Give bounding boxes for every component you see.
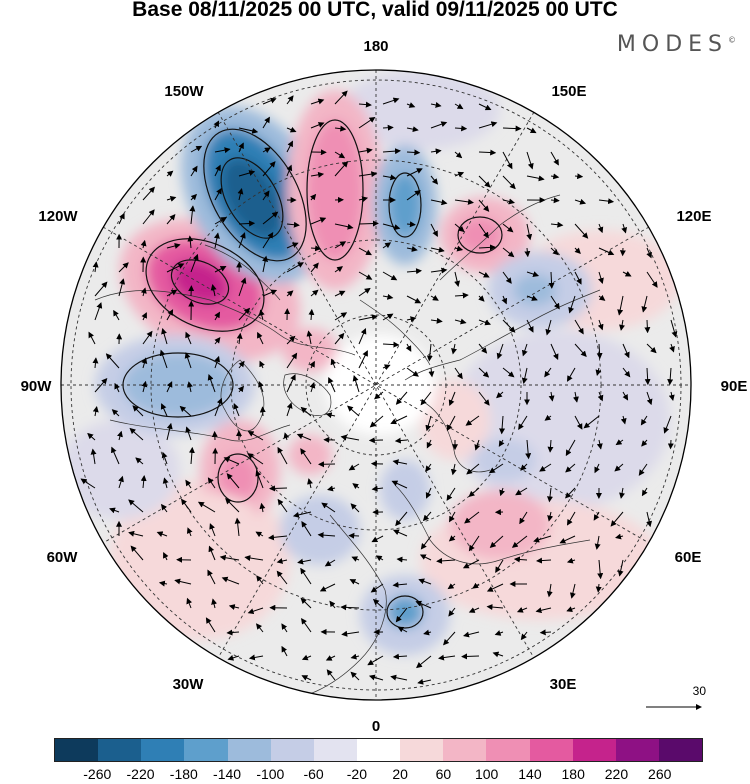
colorbar-tick-label: 220 [605,766,628,782]
wind-arrow-icon [455,128,466,129]
wind-arrow-icon [407,224,415,225]
wind-arrow-icon [263,407,264,416]
colorbar-tick-label: 180 [562,766,585,782]
lon-label-30e: 30E [550,676,577,693]
colorbar-tick-label: -180 [170,766,198,782]
wind-arrow-icon [349,536,359,537]
wind-arrow-icon [370,440,383,441]
colorbar-tick-label: -140 [213,766,241,782]
colorbar-tick-label: 260 [648,766,671,782]
lon-label-120e: 120E [676,208,711,225]
lon-label-150e: 150E [551,83,586,100]
colorbar-swatch [314,739,357,761]
wind-arrow-icon [359,223,378,224]
colorbar-swatch [357,739,400,761]
lon-label-90w: 90W [21,378,53,395]
wind-reference-value: 30 [693,684,706,698]
lon-label-180: 180 [363,38,388,55]
lon-label-90e: 90E [721,378,748,395]
wind-arrow-icon [270,488,287,489]
wind-arrow-icon [551,200,559,201]
wind-arrow-icon [407,152,419,153]
colorbar-swatch [659,739,702,761]
colorbar-swatch [55,739,98,761]
colorbar-swatch [616,739,659,761]
colorbar-swatch [98,739,141,761]
colorbar-swatch [141,739,184,761]
lon-label-60e: 60E [675,549,702,566]
lon-label-120w: 120W [38,208,78,225]
wind-arrow-icon [541,632,551,633]
colorbar-tick-label: 20 [392,766,408,782]
colorbar-tick-label: 140 [518,766,541,782]
colorbar-swatch [486,739,529,761]
colorbar-tick-label: 100 [475,766,498,782]
colorbar-swatch [573,739,616,761]
wind-arrow-icon [462,656,479,657]
colorbar-swatch [228,739,271,761]
wind-arrow-icon [671,440,672,448]
polar-stereographic-map: 180 0 90W 90E 150W 120W 150E 120E 60W 30… [0,0,750,738]
colorbar-swatch [400,739,443,761]
colorbar-tick-label: -260 [83,766,111,782]
colorbar-ticks: -260 -220 -180 -140 -100 -60 -20 20 60 100 140 180 2… [0,766,750,784]
wind-arrow-icon [575,176,582,177]
colorbar-tick-label: 60 [436,766,452,782]
colorbar-swatch [271,739,314,761]
colorbar-tick-label: -60 [303,766,323,782]
colorbar-tick-label: -220 [127,766,155,782]
wind-arrow-icon [383,127,393,128]
wind-arrow-icon [503,128,521,129]
lon-label-150w: 150W [164,83,204,100]
lon-label-30w: 30W [173,676,205,693]
colorbar [54,738,703,762]
colorbar-swatch [184,739,227,761]
lon-label-0: 0 [372,718,380,735]
colorbar-swatch [443,739,486,761]
anomaly-field [60,70,692,702]
wind-arrow-icon [647,320,648,332]
colorbar-swatch [530,739,573,761]
colorbar-tick-label: -100 [256,766,284,782]
lon-label-60w: 60W [47,549,79,566]
colorbar-tick-label: -20 [347,766,367,782]
